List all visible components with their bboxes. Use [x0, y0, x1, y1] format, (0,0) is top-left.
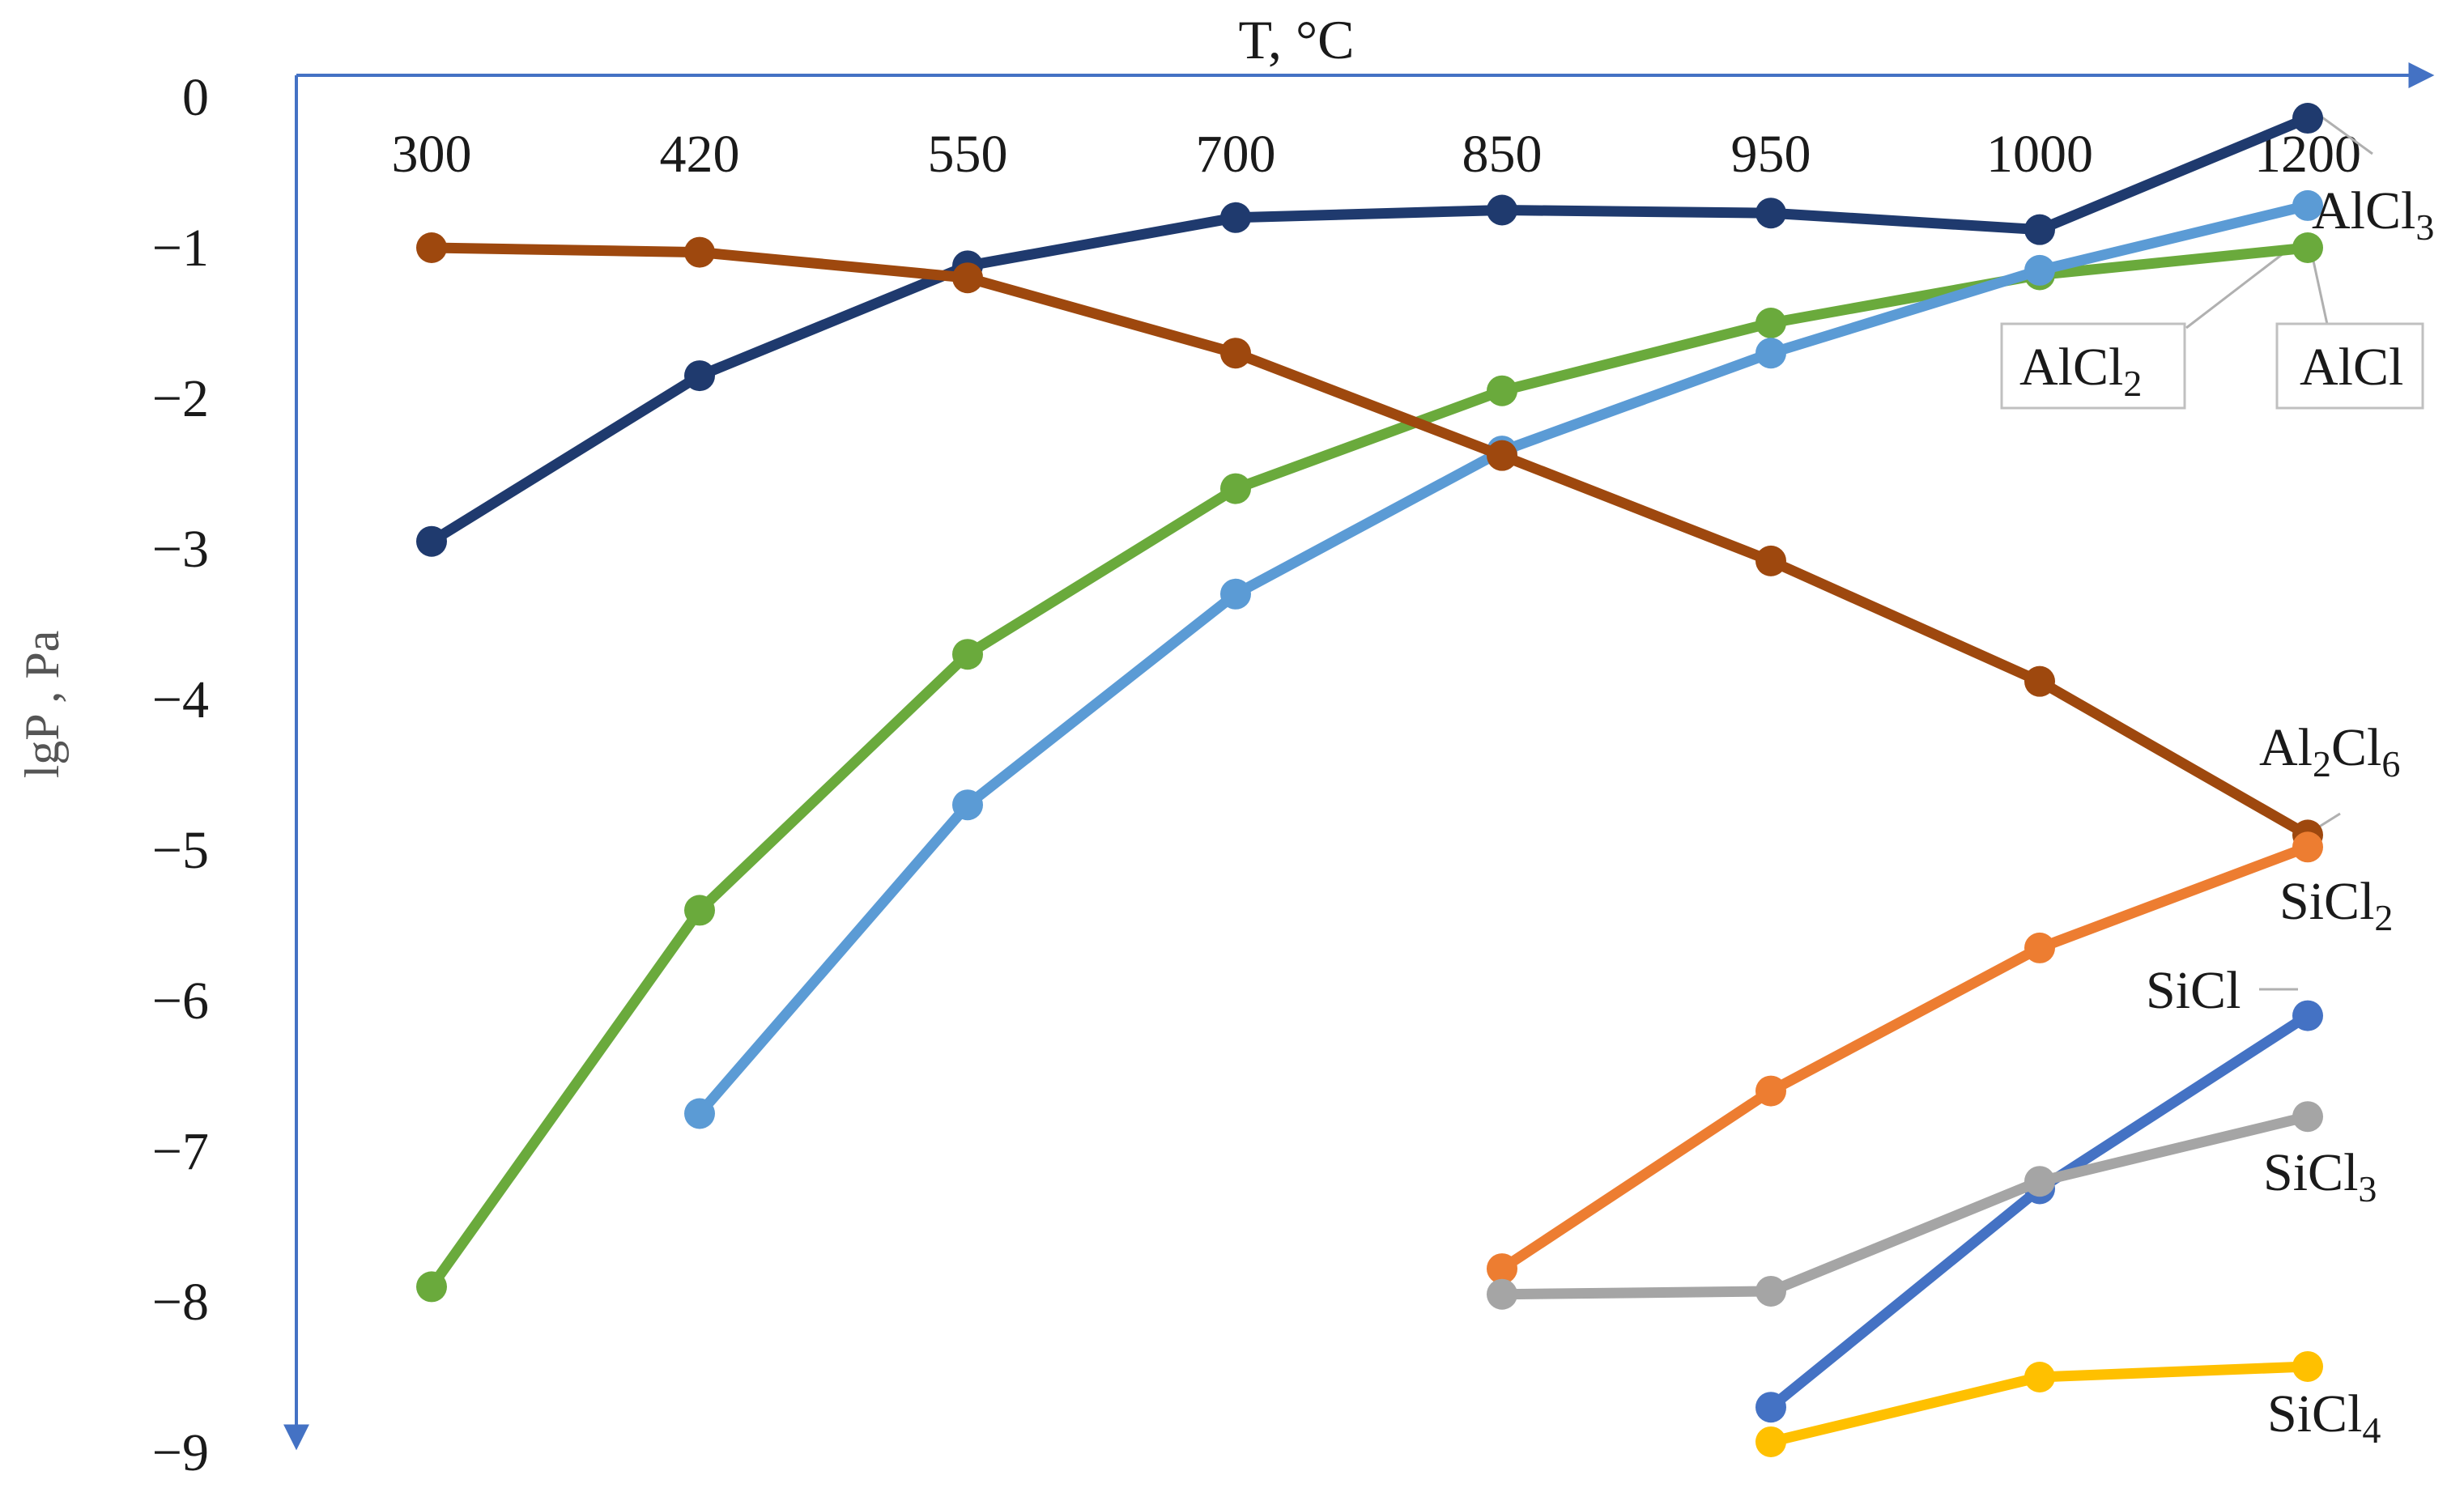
series-label-SiCl2: SiCl2	[2279, 872, 2393, 938]
alcl-label-box	[2275, 322, 2424, 410]
x-tick-label: 420	[660, 125, 740, 184]
series-label-AlCl3: AlCl3	[2312, 181, 2434, 248]
data-point	[2292, 189, 2323, 221]
y-tick-label: −4	[152, 670, 209, 729]
data-point	[1755, 338, 1786, 369]
series-label-SiCl: SiCl	[2146, 961, 2241, 1020]
data-point	[952, 789, 983, 821]
data-point	[684, 1098, 715, 1129]
data-point	[1487, 375, 1517, 406]
data-point	[1220, 473, 1251, 504]
data-point	[2292, 1000, 2323, 1031]
series-line	[426, 242, 2313, 840]
data-point	[2024, 1166, 2055, 1197]
x-tick-label: 550	[928, 125, 1008, 184]
x-axis-title: T, °C	[1238, 9, 1354, 70]
x-tick-label: 850	[1462, 125, 1543, 184]
x-tick-label: 300	[392, 125, 472, 184]
data-point	[1220, 202, 1251, 233]
data-point	[2292, 232, 2323, 263]
data-point	[1220, 338, 1251, 369]
data-point	[1220, 578, 1251, 610]
series-SiCl3	[1487, 1101, 2323, 1310]
data-point	[416, 232, 447, 263]
data-point	[2292, 1101, 2323, 1133]
y-tick-label: −3	[152, 520, 209, 579]
series-label-SiCl3: SiCl3	[2263, 1143, 2377, 1210]
data-point	[2024, 214, 2055, 245]
series-SiCl4	[1755, 1350, 2323, 1457]
y-tick-label: −8	[152, 1273, 209, 1332]
series-line	[1496, 841, 2313, 1274]
alcl2-label-box	[2000, 322, 2186, 410]
data-point	[416, 525, 447, 557]
data-point	[1755, 198, 1786, 229]
series-line	[1765, 1010, 2313, 1413]
data-point	[952, 262, 983, 294]
data-point	[1755, 308, 1786, 338]
series-label-Al2Cl6: Al2Cl6	[2259, 718, 2400, 784]
series-line	[1496, 1111, 2313, 1300]
y-tick-label: −1	[152, 219, 209, 278]
data-point	[1487, 194, 1517, 226]
y-tick-label: 0	[182, 68, 209, 127]
data-point	[1755, 1426, 1786, 1457]
y-tick-label: −6	[152, 971, 209, 1031]
data-point	[416, 1271, 447, 1303]
data-point	[684, 236, 715, 268]
data-point	[952, 639, 983, 670]
y-tick-label: −9	[152, 1423, 209, 1482]
data-point	[2024, 932, 2055, 963]
data-point	[2292, 1350, 2323, 1382]
series-Al2Cl6	[416, 232, 2323, 851]
y-tick-label: −2	[152, 369, 209, 428]
series-label-AlCl2: AlCl2	[2019, 338, 2142, 404]
series-labels: AlCl3 AlCl2 AlCl Al2Cl6 SiCl2 SiCl SiCl3 SiCl4	[2019, 181, 2434, 1451]
series-SiCl2	[1487, 831, 2323, 1285]
x-tick-label: 1000	[1986, 125, 2093, 184]
y-tick-labels: 0 −1 −2 −3 −4 −5 −6 −7 −8 −9	[152, 68, 209, 1482]
y-tick-label: −7	[152, 1122, 209, 1181]
series-lines	[416, 103, 2323, 1457]
data-point	[2024, 665, 2055, 697]
x-tick-label: 700	[1196, 125, 1276, 184]
data-point	[1487, 1278, 1517, 1310]
series-label-SiCl4: SiCl4	[2267, 1384, 2381, 1451]
series-line	[426, 113, 2313, 547]
series-label-AlCl: AlCl	[2300, 338, 2403, 397]
data-point	[2292, 103, 2323, 134]
data-point	[1487, 1253, 1517, 1285]
data-point	[2024, 254, 2055, 286]
x-tick-label: 950	[1731, 125, 1811, 184]
y-axis-title: lgP , Pa	[15, 631, 69, 779]
series-SiCl	[1755, 1000, 2323, 1423]
data-point	[1755, 1275, 1786, 1307]
y-tick-label: −5	[152, 821, 209, 880]
data-point	[1755, 1392, 1786, 1423]
x-tick-labels: 300 420 550 700 850 950 1000 1200	[392, 125, 2362, 184]
data-point	[1755, 545, 1786, 576]
data-point	[2292, 831, 2323, 863]
data-point	[1755, 1075, 1786, 1107]
data-point	[684, 895, 715, 926]
data-point	[2024, 1362, 2055, 1392]
data-point	[1487, 440, 1517, 471]
data-point	[684, 360, 715, 392]
